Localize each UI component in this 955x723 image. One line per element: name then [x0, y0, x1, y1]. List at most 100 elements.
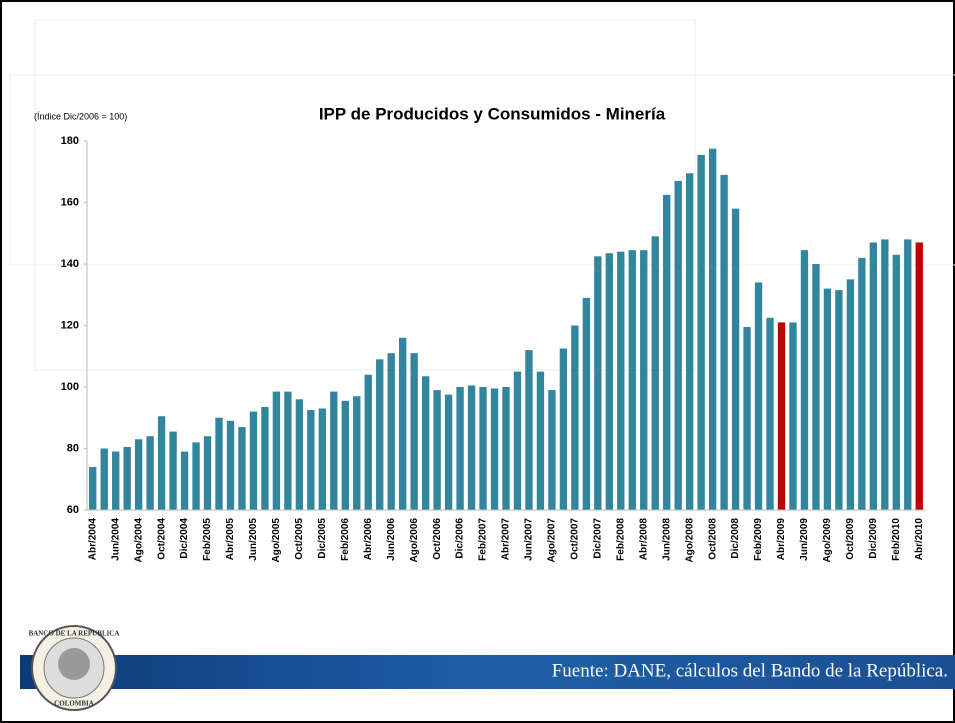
bar — [157, 416, 166, 510]
bar — [513, 371, 522, 510]
x-tick-label: Abr/2010 — [914, 518, 925, 561]
bar — [249, 411, 258, 510]
x-tick-label: Dic/2004 — [179, 518, 190, 559]
bar — [777, 322, 786, 510]
bar — [651, 236, 659, 510]
x-tick-label: Feb/2005 — [202, 518, 213, 561]
x-tick-label: Dic/2009 — [868, 518, 879, 559]
bar — [846, 279, 855, 510]
x-tick-label: Abr/2008 — [638, 518, 649, 561]
logo: BANCO DE LA REPUBLICA COLOMBIA — [29, 625, 120, 711]
bar — [307, 410, 315, 510]
y-tick-label: 80 — [67, 442, 79, 454]
x-tick-label: Jun/2004 — [110, 518, 121, 561]
x-tick-label: Abr/2006 — [363, 518, 374, 561]
bar — [697, 154, 705, 510]
bar — [536, 371, 545, 510]
bar — [433, 390, 441, 510]
x-tick-label: Jun/2007 — [524, 518, 535, 561]
bar — [89, 466, 97, 510]
bar — [674, 180, 682, 510]
bar — [192, 442, 200, 510]
x-tick-label: Dic/2008 — [730, 518, 741, 559]
x-tick-label: Oct/2007 — [570, 518, 581, 560]
bar — [341, 400, 349, 510]
x-tick-label: Feb/2006 — [340, 518, 351, 561]
bar — [789, 322, 797, 510]
x-tick-label: Jun/2006 — [386, 518, 397, 561]
bar — [617, 251, 625, 510]
x-tick-label: Dic/2005 — [317, 518, 328, 559]
bar — [444, 394, 453, 510]
footer-bar — [20, 655, 955, 689]
bar — [731, 208, 740, 510]
x-tick-label: Feb/2010 — [891, 518, 902, 561]
y-tick-label: 60 — [67, 504, 79, 516]
bar — [915, 242, 923, 510]
bar — [869, 242, 878, 510]
x-tick-label: Dic/2007 — [592, 518, 603, 559]
y-tick-label: 140 — [61, 258, 79, 270]
bar — [708, 148, 717, 510]
x-tick-label: Ago/2006 — [409, 518, 420, 563]
bar — [203, 436, 212, 510]
bar — [284, 391, 292, 510]
x-tick-label: Dic/2006 — [455, 518, 466, 559]
bar — [100, 448, 108, 510]
bar — [261, 406, 269, 510]
x-tick-label: Jun/2009 — [799, 518, 810, 561]
bar — [835, 290, 843, 510]
bar — [238, 426, 246, 510]
x-tick-label: Oct/2008 — [707, 518, 718, 560]
x-tick-label: Feb/2007 — [478, 518, 489, 561]
bar — [812, 264, 820, 510]
x-tick-label: Abr/2005 — [225, 518, 236, 561]
bar — [605, 253, 613, 511]
bar — [559, 348, 568, 510]
bar — [858, 257, 866, 510]
x-tick-label: Oct/2004 — [156, 518, 167, 560]
bar — [892, 254, 900, 510]
bar — [881, 239, 889, 510]
bar — [628, 250, 636, 510]
bar — [295, 399, 304, 510]
bar — [272, 391, 281, 510]
bar — [800, 250, 809, 510]
subtitle: (Índice Dic/2006 = 100) — [34, 111, 127, 121]
x-tick-label: Oct/2005 — [294, 518, 305, 560]
y-tick-label: 100 — [61, 381, 79, 393]
bar — [720, 174, 728, 510]
bar — [502, 387, 510, 510]
x-tick-label: Feb/2008 — [615, 518, 626, 561]
x-tick-label: Oct/2009 — [845, 518, 856, 560]
bar — [640, 250, 648, 510]
bar — [226, 420, 235, 510]
y-tick-label: 180 — [61, 135, 79, 147]
bar — [743, 327, 751, 510]
bar — [410, 353, 418, 510]
x-tick-label: Jun/2008 — [661, 518, 672, 561]
decor — [9, 19, 955, 371]
bar — [490, 388, 499, 510]
bar — [215, 417, 223, 510]
x-tick-label: Ago/2005 — [271, 518, 282, 563]
bar — [112, 451, 120, 510]
bar — [904, 239, 912, 510]
logo-top: BANCO DE LA REPUBLICA — [29, 630, 120, 638]
bar — [376, 359, 384, 510]
bar — [353, 396, 361, 510]
x-tick-label: Abr/2007 — [501, 518, 512, 561]
bar — [364, 374, 372, 510]
bar — [399, 337, 407, 510]
bar — [318, 408, 327, 510]
x-tick-label: Oct/2006 — [432, 518, 443, 560]
bar — [169, 431, 177, 510]
source: Fuente: DANE, cálculos del Bando de la R… — [552, 660, 948, 681]
x-tick-label: Feb/2009 — [753, 518, 764, 561]
x-tick-label: Ago/2007 — [547, 518, 558, 563]
bar — [123, 446, 131, 510]
bar — [571, 325, 579, 510]
x-tick-label: Jun/2005 — [248, 518, 259, 561]
x-tick-label: Abr/2009 — [776, 518, 787, 561]
bar — [525, 350, 533, 510]
